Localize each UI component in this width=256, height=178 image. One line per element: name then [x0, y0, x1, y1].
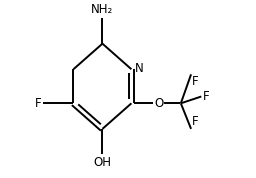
Text: N: N — [135, 62, 144, 75]
Text: O: O — [154, 97, 163, 110]
Text: OH: OH — [93, 156, 111, 169]
Text: F: F — [192, 75, 199, 88]
Text: NH₂: NH₂ — [91, 3, 114, 16]
Text: F: F — [203, 90, 209, 103]
Text: F: F — [192, 115, 199, 128]
Text: F: F — [35, 97, 42, 110]
